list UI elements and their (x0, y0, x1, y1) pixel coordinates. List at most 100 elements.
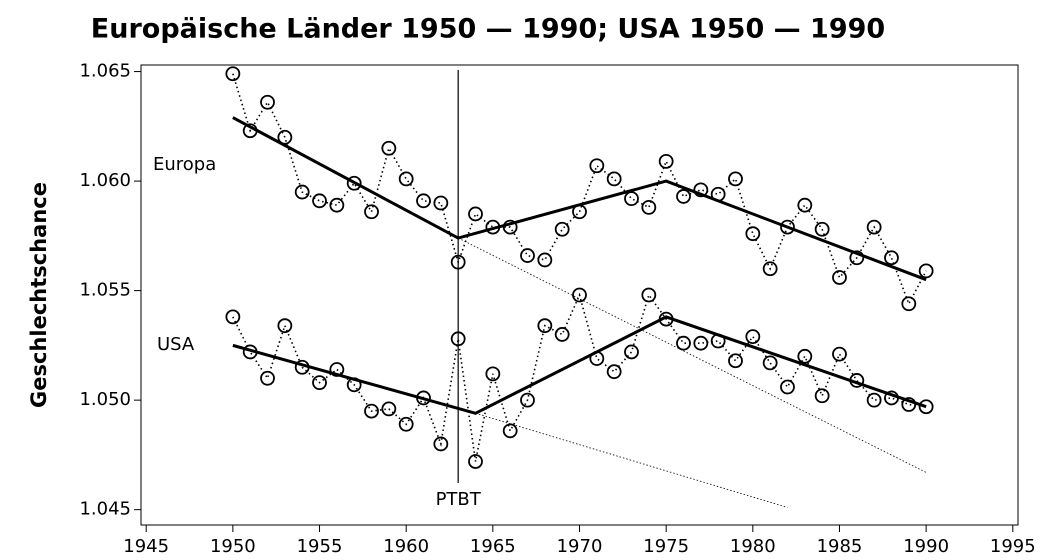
data-point (294, 359, 310, 375)
data-point (762, 261, 778, 277)
data-point (728, 171, 743, 187)
trend-line (232, 315, 927, 415)
data-point (589, 158, 605, 174)
y-tick-label: 1.055 (79, 280, 131, 301)
data-point (364, 403, 379, 419)
data-point (676, 335, 691, 351)
data-point (589, 351, 605, 366)
data-point (797, 348, 813, 364)
data-point (381, 140, 397, 156)
data-point (693, 182, 709, 198)
y-tick-label: 1.060 (79, 170, 131, 191)
data-point (658, 311, 674, 327)
data-point (502, 423, 518, 439)
data-point (416, 390, 431, 406)
data-point (242, 123, 258, 139)
data-line (232, 73, 927, 306)
data-point (832, 346, 847, 362)
data-point (884, 250, 899, 266)
data-point (260, 94, 275, 110)
data-point (554, 327, 570, 342)
series-label: USA (157, 334, 195, 355)
data-point (450, 331, 466, 347)
x-tick-label: 1950 (210, 536, 256, 557)
data-point (277, 318, 293, 334)
data-point (416, 193, 431, 209)
data-point (728, 353, 743, 369)
data-point (520, 248, 535, 263)
data-point (866, 219, 882, 235)
data-point (710, 186, 726, 202)
x-tick-label: 1995 (990, 536, 1036, 557)
data-point (537, 318, 553, 334)
data-point (624, 191, 639, 207)
data-point (242, 344, 258, 360)
data-point (814, 221, 830, 237)
data-point (901, 397, 917, 412)
data-point (606, 364, 622, 380)
trend-line (232, 116, 927, 282)
data-point (814, 388, 830, 404)
data-point (520, 392, 535, 408)
data-point (329, 362, 345, 377)
x-tick-label: 1955 (297, 536, 343, 557)
x-tick-label: 1980 (730, 536, 776, 557)
data-point (762, 355, 778, 371)
data-point (780, 219, 795, 235)
data-point (312, 193, 327, 209)
data-point (260, 370, 275, 386)
data-point (658, 153, 674, 169)
data-point (745, 329, 761, 345)
data-point (572, 204, 587, 220)
data-point (918, 399, 934, 415)
y-tick-label: 1.065 (79, 61, 131, 82)
data-point (832, 270, 847, 285)
data-point (433, 436, 449, 452)
data-point (225, 66, 241, 82)
data-point (693, 335, 709, 351)
data-line (232, 292, 927, 462)
x-tick-label: 1970 (557, 536, 603, 557)
data-point (918, 263, 934, 279)
data-point (398, 416, 414, 432)
data-point (329, 197, 345, 213)
data-point (502, 219, 518, 235)
data-point (485, 366, 501, 382)
data-point (780, 379, 795, 395)
trend-extension (457, 237, 927, 473)
data-point (398, 171, 414, 187)
trend-extension (475, 412, 788, 508)
chart-title: Europäische Länder 1950 — 1990; USA 1950… (91, 14, 885, 45)
data-point (554, 221, 570, 237)
x-tick-label: 1945 (123, 536, 169, 557)
data-point (312, 375, 327, 391)
y-axis-label: Geschlechtschance (27, 182, 51, 408)
data-point (797, 197, 813, 213)
data-point (537, 252, 553, 268)
data-point (433, 195, 449, 211)
data-point (624, 344, 639, 360)
x-tick-label: 1985 (817, 536, 863, 557)
data-point (866, 392, 882, 408)
data-point (849, 373, 865, 388)
vertical-marker-label: PTBT (436, 489, 482, 510)
data-point (381, 401, 397, 417)
data-point (468, 454, 483, 469)
data-point (710, 333, 726, 349)
data-point (346, 175, 362, 191)
data-point (606, 171, 622, 187)
data-point (572, 287, 587, 303)
data-point (225, 309, 241, 325)
data-point (901, 296, 917, 312)
x-tick-label: 1960 (383, 536, 429, 557)
data-point (745, 226, 761, 242)
data-point (294, 184, 310, 200)
data-point (485, 219, 501, 235)
x-tick-label: 1965 (470, 536, 516, 557)
data-point (641, 287, 657, 303)
y-tick-label: 1.045 (79, 499, 131, 520)
data-point (641, 199, 657, 215)
y-tick-label: 1.050 (79, 389, 131, 410)
data-point (277, 129, 293, 145)
